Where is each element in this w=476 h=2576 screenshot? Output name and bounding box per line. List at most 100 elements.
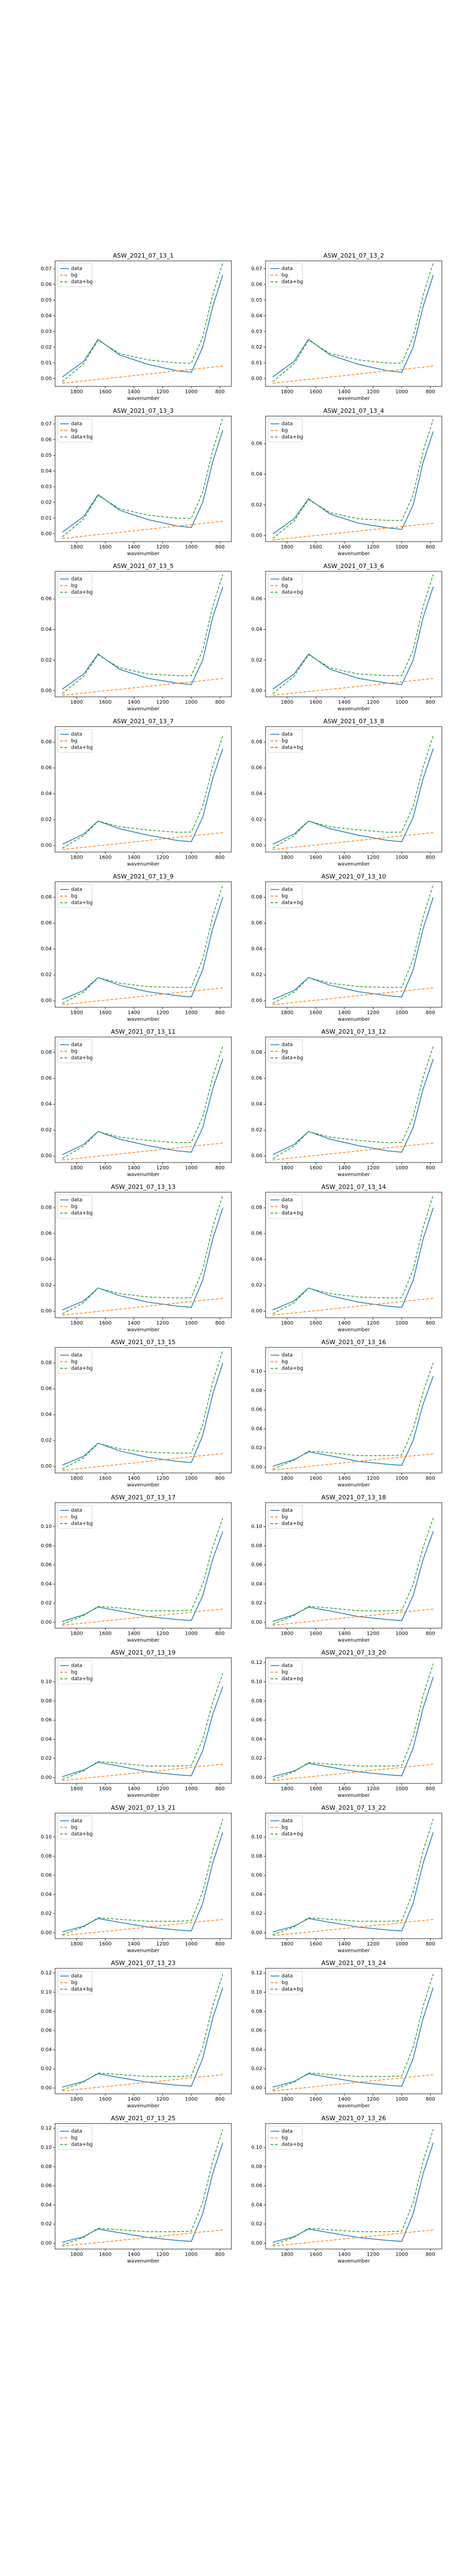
y-tick-label: 0.00 <box>41 1775 52 1781</box>
x-tick-label: 1600 <box>99 1787 112 1792</box>
y-tick-label: 0.03 <box>41 484 52 490</box>
series-line <box>62 574 224 694</box>
y-tick-label: 0.05 <box>41 298 52 303</box>
series-line <box>62 1764 223 1781</box>
legend-label: bg <box>282 2136 288 2141</box>
x-axis-label: wavenumber <box>338 1017 370 1023</box>
chart-title: ASW_2021_07_13_24 <box>321 1960 386 1967</box>
x-tick-label: 1400 <box>128 1476 140 1482</box>
series-line <box>272 1453 434 1471</box>
legend-box <box>268 2126 303 2150</box>
y-tick-label: 0.04 <box>41 313 52 319</box>
y-tick-label: 0.04 <box>251 1892 262 1897</box>
x-axis-label: wavenumber <box>338 2104 370 2109</box>
axes-frame <box>55 726 232 853</box>
x-tick-label: 800 <box>426 1942 435 1947</box>
x-tick-label: 1600 <box>310 1787 322 1792</box>
legend-label: data <box>71 1043 82 1048</box>
x-tick-label: 1400 <box>338 1631 351 1637</box>
legend-box <box>268 1660 303 1684</box>
axes-frame <box>55 2123 232 2250</box>
x-tick-label: 1400 <box>338 390 351 395</box>
y-tick-label: 0.05 <box>251 298 262 303</box>
series-line <box>62 1819 224 1935</box>
series-line <box>62 1350 224 1470</box>
series-line <box>272 1608 434 1626</box>
x-tick-label: 800 <box>215 1321 225 1327</box>
axes-frame <box>55 1036 232 1163</box>
y-tick-label: 0.07 <box>41 422 52 427</box>
legend-label: data <box>282 1663 293 1669</box>
legend-label: bg <box>71 1825 77 1831</box>
x-tick-label: 1000 <box>185 1476 198 1482</box>
axes-frame <box>55 1813 232 1939</box>
y-tick-label: 0.04 <box>41 468 52 474</box>
y-tick-label: 0.10 <box>251 1835 262 1840</box>
series-line <box>272 897 434 1000</box>
y-tick-label: 0.06 <box>251 2184 262 2189</box>
legend-label: bg <box>282 739 288 744</box>
legend-box <box>268 1815 303 1840</box>
series-line <box>62 1974 224 2091</box>
y-tick-label: 0.00 <box>251 376 262 381</box>
chart-title: ASW_2021_07_13_21 <box>111 1804 175 1811</box>
y-tick-label: 0.02 <box>251 817 262 823</box>
x-tick-label: 1000 <box>396 1942 408 1947</box>
y-tick-label: 0.02 <box>251 1283 262 1289</box>
series-line <box>272 262 434 383</box>
chart-title: ASW_2021_07_13_1 <box>113 252 174 259</box>
series-line <box>62 1143 223 1160</box>
legend-label: bg <box>71 428 77 434</box>
y-tick-label: 0.06 <box>41 1076 52 1082</box>
series-line <box>272 748 434 845</box>
series-line <box>62 262 224 383</box>
x-tick-label: 1600 <box>99 1011 112 1016</box>
x-tick-label: 1200 <box>367 1321 380 1327</box>
y-tick-label: 0.06 <box>41 1231 52 1237</box>
x-axis-label: wavenumber <box>338 1172 370 1178</box>
series-line <box>272 1518 434 1625</box>
x-tick-label: 1400 <box>338 1476 351 1482</box>
series-line <box>272 987 434 1005</box>
x-tick-label: 1600 <box>310 1476 322 1482</box>
x-tick-label: 1200 <box>367 545 380 550</box>
y-tick-label: 0.00 <box>251 1309 262 1314</box>
x-axis-label: wavenumber <box>127 1949 160 1954</box>
y-tick-label: 0.06 <box>41 2184 52 2189</box>
y-tick-label: 0.02 <box>41 1911 52 1917</box>
legend-label: bg <box>282 894 288 899</box>
axes-frame <box>55 1968 232 2094</box>
series-line <box>272 1143 434 1160</box>
x-tick-label: 1200 <box>367 700 380 706</box>
x-tick-label: 800 <box>215 1942 225 1947</box>
series-line <box>272 1677 434 1777</box>
y-tick-label: 0.06 <box>251 1407 262 1413</box>
x-tick-label: 800 <box>215 700 225 706</box>
series-line <box>272 431 434 534</box>
y-tick-label: 0.02 <box>251 973 262 978</box>
legend-label: data <box>71 1508 82 1514</box>
y-tick-label: 0.06 <box>41 1718 52 1723</box>
y-tick-label: 0.10 <box>251 1990 262 1995</box>
x-tick-label: 800 <box>426 390 435 395</box>
series-line <box>62 365 223 384</box>
x-axis-label: wavenumber <box>338 707 370 712</box>
x-tick-label: 1200 <box>367 1166 380 1171</box>
x-tick-label: 1000 <box>185 855 198 861</box>
axes-frame <box>55 881 232 1008</box>
x-tick-label: 1200 <box>156 1011 169 1016</box>
series-line <box>62 417 224 538</box>
legend-label: data <box>71 887 82 893</box>
y-tick-label: 0.04 <box>251 2202 262 2208</box>
series-line <box>62 735 224 849</box>
x-tick-label: 1000 <box>185 2097 198 2103</box>
y-tick-label: 0.00 <box>41 2086 52 2091</box>
legend-label: data <box>282 422 293 427</box>
x-tick-label: 1600 <box>310 545 322 550</box>
x-axis-label: wavenumber <box>127 1328 160 1333</box>
series-line <box>272 884 434 1004</box>
series-line <box>62 1531 224 1622</box>
y-tick-label: 0.00 <box>251 533 262 538</box>
y-tick-label: 0.04 <box>251 1737 262 1742</box>
legend-box <box>57 729 93 753</box>
